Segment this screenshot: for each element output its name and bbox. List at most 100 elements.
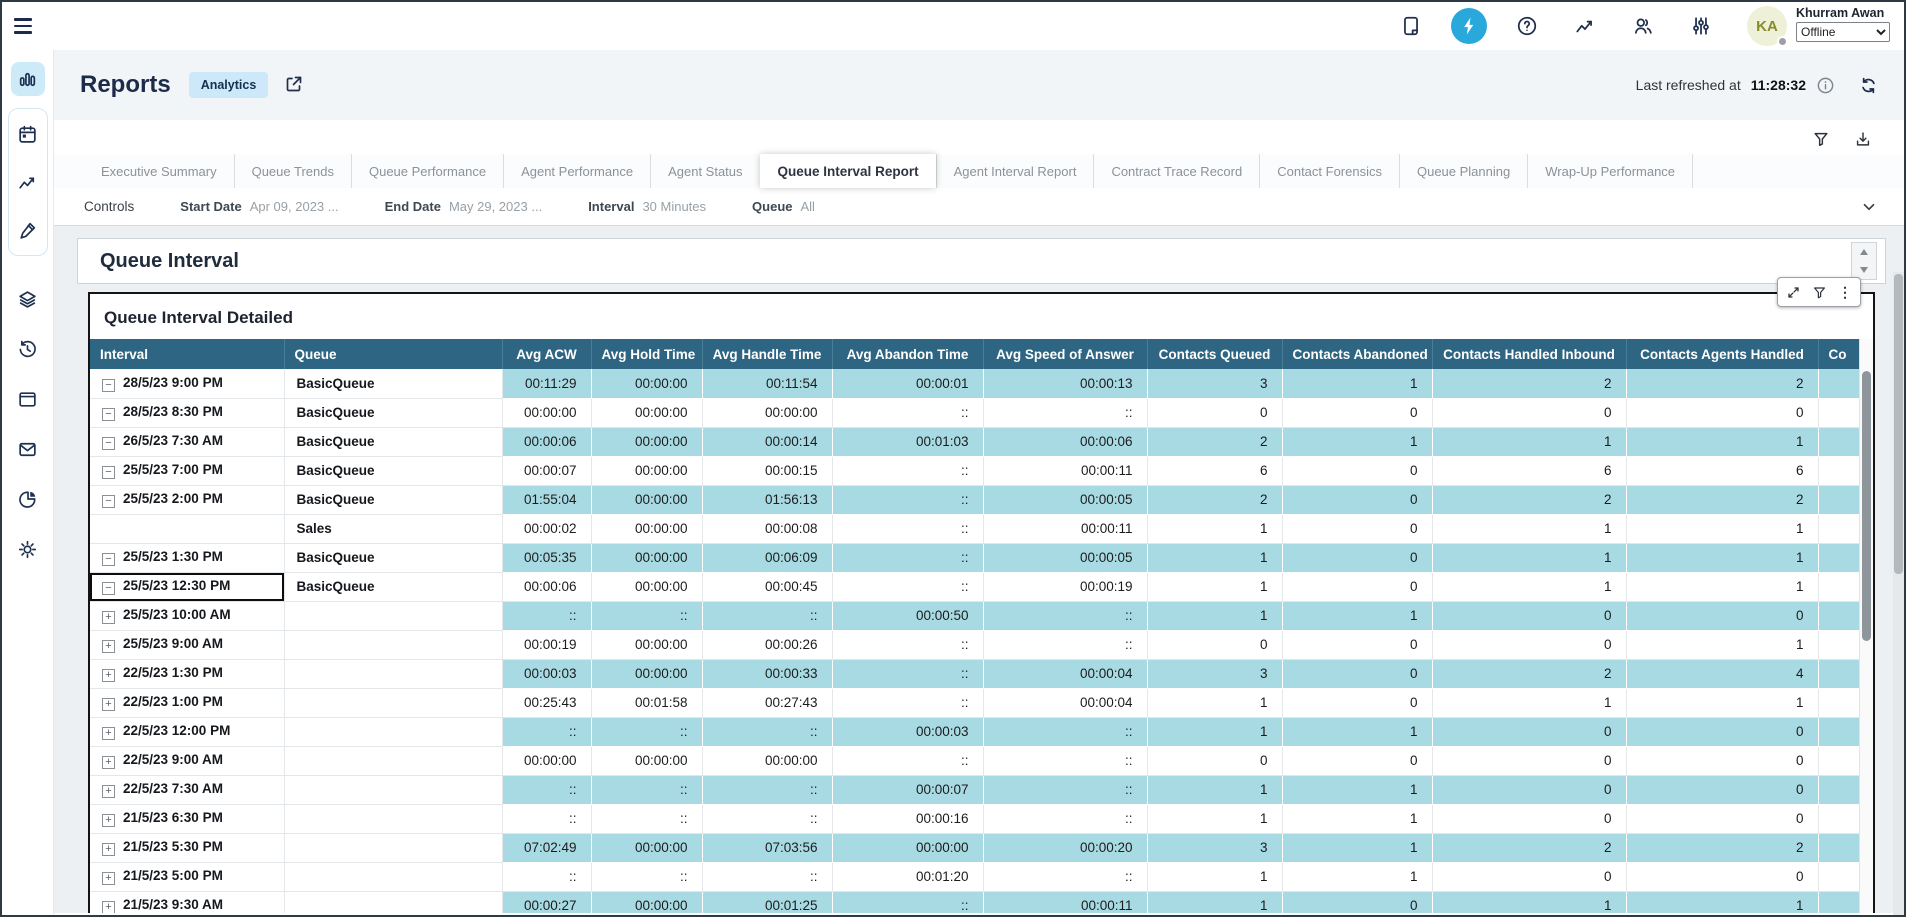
card-filter-icon[interactable]: [1807, 280, 1831, 304]
column-header[interactable]: Avg Speed of Answer: [983, 339, 1147, 369]
column-header[interactable]: Contacts Agents Handled: [1626, 339, 1818, 369]
collapse-toggle-icon[interactable]: −: [102, 553, 115, 566]
tab-queue-planning[interactable]: Queue Planning: [1399, 154, 1527, 188]
interval-cell[interactable]: −28/5/23 8:30 PM: [90, 398, 284, 427]
control-start-date[interactable]: Start DateApr 09, 2023 ...: [180, 199, 338, 214]
column-header[interactable]: Avg Abandon Time: [832, 339, 983, 369]
kebab-menu-icon[interactable]: ⋮: [1833, 280, 1857, 304]
tab-agent-status[interactable]: Agent Status: [650, 154, 759, 188]
lightning-icon[interactable]: [1451, 8, 1487, 44]
line-chart-icon[interactable]: [1567, 8, 1603, 44]
interval-cell[interactable]: −25/5/23 7:00 PM: [90, 456, 284, 485]
table-row[interactable]: +22/5/23 9:00 AM00:00:0000:00:0000:00:00…: [90, 746, 1873, 775]
table-row[interactable]: −25/5/23 1:30 PMBasicQueue00:05:3500:00:…: [90, 543, 1873, 572]
tab-queue-trends[interactable]: Queue Trends: [234, 154, 351, 188]
table-row[interactable]: −28/5/23 9:00 PMBasicQueue00:11:2900:00:…: [90, 369, 1873, 398]
column-header[interactable]: Avg ACW: [502, 339, 591, 369]
table-scrollbar-thumb[interactable]: [1862, 371, 1871, 641]
interval-cell[interactable]: +25/5/23 10:00 AM: [90, 601, 284, 630]
table-row[interactable]: +22/5/23 1:00 PM00:25:4300:01:5800:27:43…: [90, 688, 1873, 717]
expand-toggle-icon[interactable]: +: [102, 727, 115, 740]
sidebar-item-calendar[interactable]: [11, 117, 45, 151]
collapse-toggle-icon[interactable]: −: [102, 466, 115, 479]
expand-toggle-icon[interactable]: +: [102, 872, 115, 885]
hamburger-menu-button[interactable]: [14, 9, 48, 43]
table-row[interactable]: −25/5/23 7:00 PMBasicQueue00:00:0700:00:…: [90, 456, 1873, 485]
interval-cell[interactable]: [90, 514, 284, 543]
status-select[interactable]: Offline: [1796, 22, 1890, 42]
table-row[interactable]: −25/5/23 2:00 PMBasicQueue01:55:0400:00:…: [90, 485, 1873, 514]
refresh-icon[interactable]: [1859, 76, 1878, 95]
table-row[interactable]: −26/5/23 7:30 AMBasicQueue00:00:0600:00:…: [90, 427, 1873, 456]
info-icon[interactable]: [1816, 76, 1835, 95]
sidebar-item-layers[interactable]: [11, 282, 45, 316]
sidebar-item-pie-chart[interactable]: [11, 482, 45, 516]
tab-executive-summary[interactable]: Executive Summary: [84, 154, 234, 188]
tab-contact-forensics[interactable]: Contact Forensics: [1259, 154, 1399, 188]
table-row[interactable]: +22/5/23 1:30 PM00:00:0300:00:0000:00:33…: [90, 659, 1873, 688]
column-header[interactable]: Avg Handle Time: [702, 339, 832, 369]
table-row[interactable]: +22/5/23 7:30 AM::::::00:00:07::1100: [90, 775, 1873, 804]
table-row[interactable]: −25/5/23 12:30 PMBasicQueue00:00:0600:00…: [90, 572, 1873, 601]
table-row[interactable]: +21/5/23 5:30 PM07:02:4900:00:0007:03:56…: [90, 833, 1873, 862]
table-row[interactable]: +21/5/23 6:30 PM::::::00:00:16::1100: [90, 804, 1873, 833]
collapse-toggle-icon[interactable]: −: [102, 408, 115, 421]
column-header[interactable]: Queue: [284, 339, 502, 369]
sidebar-item-dashboards[interactable]: [11, 62, 45, 96]
column-header[interactable]: Contacts Abandoned: [1282, 339, 1432, 369]
sidebar-item-mail[interactable]: [11, 432, 45, 466]
interval-cell[interactable]: −28/5/23 9:00 PM: [90, 369, 284, 398]
table-scrollbar[interactable]: [1859, 339, 1873, 913]
interval-cell[interactable]: +21/5/23 5:30 PM: [90, 833, 284, 862]
sidebar-item-history[interactable]: [11, 332, 45, 366]
interval-cell[interactable]: +22/5/23 9:00 AM: [90, 746, 284, 775]
column-header[interactable]: Contacts Queued: [1147, 339, 1282, 369]
table-row[interactable]: +25/5/23 10:00 AM::::::00:00:50::1100: [90, 601, 1873, 630]
table-row[interactable]: +22/5/23 12:00 PM::::::00:00:03::1100: [90, 717, 1873, 746]
tab-queue-interval-report[interactable]: Queue Interval Report: [760, 154, 936, 188]
table-row[interactable]: Sales00:00:0200:00:0000:00:08::00:00:111…: [90, 514, 1873, 543]
column-header[interactable]: Avg Hold Time: [591, 339, 702, 369]
collapse-toggle-icon[interactable]: −: [102, 582, 115, 595]
collapse-toggle-icon[interactable]: −: [102, 379, 115, 392]
expand-toggle-icon[interactable]: +: [102, 669, 115, 682]
column-header[interactable]: Interval: [90, 339, 284, 369]
expand-toggle-icon[interactable]: +: [102, 814, 115, 827]
interval-cell[interactable]: +22/5/23 12:00 PM: [90, 717, 284, 746]
table-row[interactable]: +25/5/23 9:00 AM00:00:1900:00:0000:00:26…: [90, 630, 1873, 659]
interval-cell[interactable]: +22/5/23 1:30 PM: [90, 659, 284, 688]
interval-cell[interactable]: +21/5/23 5:00 PM: [90, 862, 284, 891]
interval-cell[interactable]: +22/5/23 7:30 AM: [90, 775, 284, 804]
avatar[interactable]: KA: [1747, 6, 1787, 46]
users-icon[interactable]: [1625, 8, 1661, 44]
interval-cell[interactable]: −25/5/23 1:30 PM: [90, 543, 284, 572]
control-end-date[interactable]: End DateMay 29, 2023 ...: [385, 199, 543, 214]
page-scrollbar-thumb[interactable]: [1894, 274, 1903, 574]
download-icon[interactable]: [1854, 130, 1872, 148]
expand-toggle-icon[interactable]: +: [102, 756, 115, 769]
page-scrollbar[interactable]: [1893, 272, 1904, 915]
column-header[interactable]: Contacts Handled Inbound: [1432, 339, 1626, 369]
tab-agent-interval-report[interactable]: Agent Interval Report: [936, 154, 1094, 188]
tab-agent-performance[interactable]: Agent Performance: [503, 154, 650, 188]
external-link-icon[interactable]: [284, 74, 304, 97]
interval-cell[interactable]: +21/5/23 9:30 AM: [90, 891, 284, 913]
help-icon[interactable]: [1509, 8, 1545, 44]
interval-cell[interactable]: −25/5/23 12:30 PM: [90, 572, 284, 601]
interval-cell[interactable]: +22/5/23 1:00 PM: [90, 688, 284, 717]
expand-toggle-icon[interactable]: +: [102, 785, 115, 798]
collapse-toggle-icon[interactable]: −: [102, 437, 115, 450]
interval-cell[interactable]: +25/5/23 9:00 AM: [90, 630, 284, 659]
control-interval[interactable]: Interval30 Minutes: [588, 199, 706, 214]
table-row[interactable]: +21/5/23 5:00 PM::::::00:01:20::1100: [90, 862, 1873, 891]
spinner-up-icon[interactable]: [1852, 243, 1876, 261]
expand-toggle-icon[interactable]: +: [102, 611, 115, 624]
table-row[interactable]: −28/5/23 8:30 PMBasicQueue00:00:0000:00:…: [90, 398, 1873, 427]
tab-contract-trace-record[interactable]: Contract Trace Record: [1093, 154, 1259, 188]
expand-toggle-icon[interactable]: +: [102, 640, 115, 653]
note-icon[interactable]: [1393, 8, 1429, 44]
sidebar-item-report-designer[interactable]: [11, 213, 45, 247]
interval-cell[interactable]: −26/5/23 7:30 AM: [90, 427, 284, 456]
collapse-toggle-icon[interactable]: −: [102, 495, 115, 508]
tab-wrap-up-performance[interactable]: Wrap-Up Performance: [1527, 154, 1693, 188]
